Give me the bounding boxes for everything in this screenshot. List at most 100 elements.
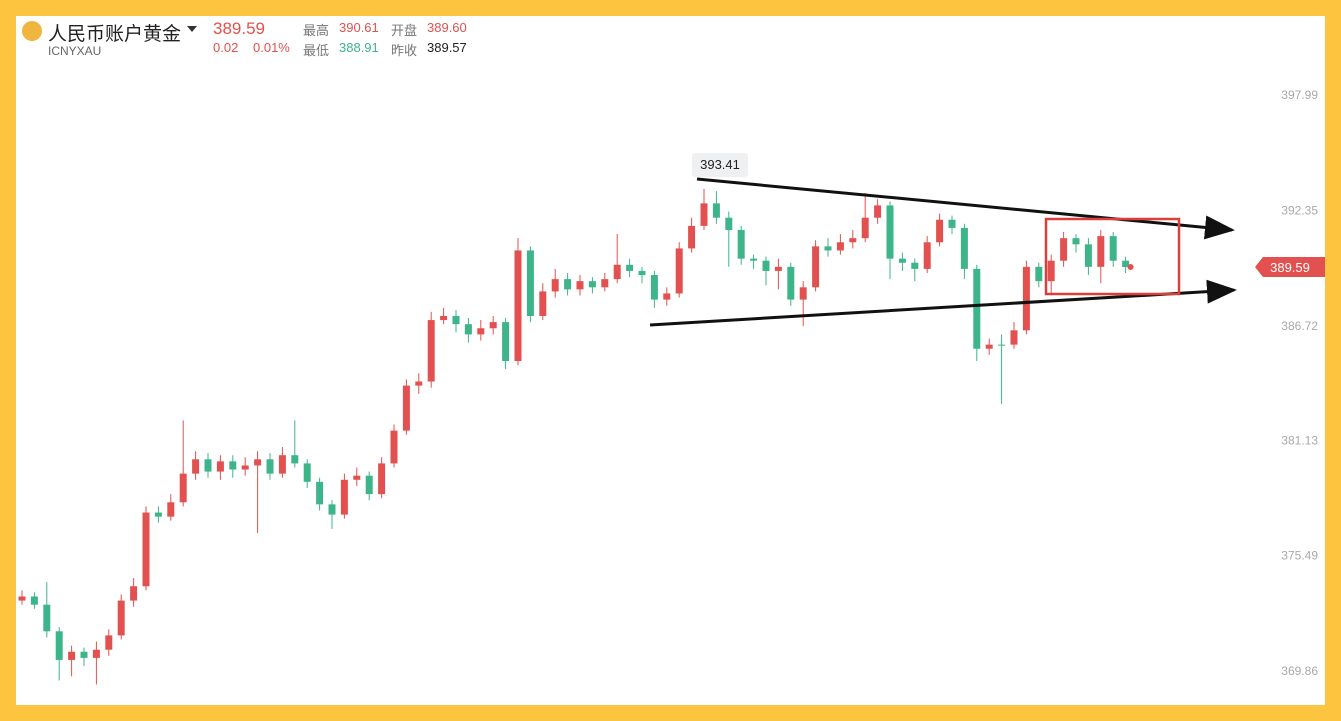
candle-body (836, 242, 844, 251)
change-pct: 0.01% (253, 40, 290, 55)
candle-body (576, 281, 584, 290)
candle-body (737, 229, 745, 259)
trend-line (649, 279, 1237, 327)
candle-body (1022, 266, 1030, 331)
candle-body (142, 512, 150, 587)
candle-body (960, 227, 968, 269)
candle-body (1072, 238, 1080, 245)
candle-body (440, 315, 448, 321)
candle-body (278, 455, 286, 474)
candle-body (68, 651, 76, 660)
candle-body (18, 596, 26, 601)
candles (18, 188, 1130, 685)
candle-body (688, 225, 696, 249)
stat-label: 最高 (303, 23, 330, 38)
candle-body (874, 205, 882, 218)
candle-body (700, 203, 708, 226)
candle-body (898, 258, 906, 263)
candle-body (1109, 236, 1117, 261)
candle-body (588, 281, 596, 288)
candle-body (948, 219, 956, 228)
candle-body (1010, 330, 1018, 345)
candle-body (650, 275, 658, 300)
candle-body (1097, 236, 1105, 267)
candle-body (402, 385, 410, 431)
candle-body (514, 250, 522, 362)
stat-label: 最低 (303, 43, 330, 58)
y-tick-label: 381.13 (1281, 433, 1318, 447)
candle-body (911, 262, 919, 269)
candle-body (30, 596, 38, 605)
candle-body (55, 631, 63, 660)
y-tick-label: 375.49 (1281, 549, 1318, 563)
candle-body (229, 461, 237, 470)
change: 0.02 (213, 40, 239, 55)
candle-body (43, 604, 51, 632)
last-dot (1127, 264, 1134, 271)
candle-body (92, 649, 100, 658)
stat-value: 390.61 (339, 20, 379, 35)
candle-body (539, 291, 547, 316)
candle-body (477, 328, 485, 335)
candle-body (353, 475, 361, 480)
candle-body (564, 279, 572, 290)
candle-body (105, 635, 113, 650)
candle-body (787, 266, 795, 300)
price-tag-label: 389.59 (1270, 260, 1310, 275)
dropdown-arrow[interactable] (187, 26, 197, 32)
candle-body (973, 268, 981, 349)
candle-body (750, 258, 758, 261)
candle-body (675, 248, 683, 294)
stat-label: 昨收 (391, 43, 418, 58)
candle-body (378, 463, 386, 495)
candle-body (216, 461, 224, 472)
price: 389.59 (213, 19, 265, 38)
candle-body (303, 463, 311, 482)
symbol-name[interactable]: 人民币账户黄金 (48, 24, 182, 45)
y-tick-label: 392.35 (1281, 204, 1318, 218)
candle-body (923, 242, 931, 269)
candle-body (452, 315, 460, 325)
candle-body (241, 465, 249, 470)
candle-body (812, 246, 820, 288)
candle-body (998, 344, 1006, 346)
symbol-code: ICNYXAU (48, 44, 102, 58)
candle-body (762, 260, 770, 271)
trend-line (696, 177, 1235, 240)
candle-body (1035, 266, 1043, 282)
candle-body (179, 473, 187, 503)
candle-body (328, 504, 336, 515)
candle-body (192, 459, 200, 474)
candle-body (601, 279, 609, 288)
candle-body (254, 459, 262, 466)
annotation: 393.41 (700, 157, 740, 172)
y-tick-label: 386.72 (1281, 319, 1318, 333)
candle-body (154, 512, 162, 517)
candle-body (167, 502, 175, 517)
candle-body (204, 459, 212, 472)
candle-body (626, 264, 634, 271)
candle-body (365, 475, 373, 495)
stat-value: 389.57 (427, 40, 467, 55)
candle-body (266, 459, 274, 474)
candle-body (849, 238, 857, 243)
candle-body (774, 266, 782, 271)
candle-body (985, 344, 993, 349)
stat-value: 388.91 (339, 40, 379, 55)
y-tick-label: 397.99 (1281, 88, 1318, 102)
candle-body (936, 219, 944, 243)
highlight-box (1044, 217, 1181, 296)
candle-body (861, 217, 869, 239)
candle-body (489, 322, 497, 329)
candle-body (1122, 260, 1130, 268)
candle-body (316, 481, 324, 505)
candle-body (712, 203, 720, 218)
candle-body (1047, 260, 1055, 282)
candle-body (638, 270, 646, 276)
candle-body (1084, 244, 1092, 267)
candle-body (340, 479, 348, 515)
candle-body (427, 320, 435, 382)
y-tick-label: 369.86 (1281, 664, 1318, 678)
candle-body (291, 455, 299, 464)
